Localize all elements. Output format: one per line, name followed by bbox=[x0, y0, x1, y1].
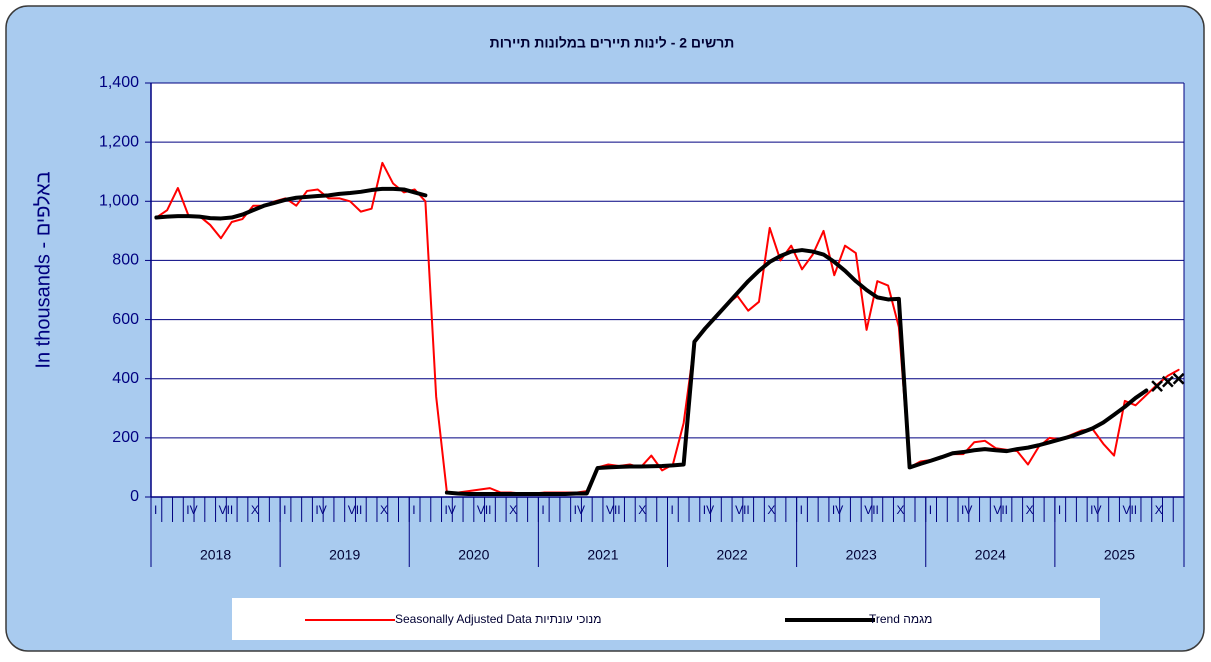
trend-marker bbox=[1172, 372, 1185, 385]
x-tick-label: X bbox=[767, 503, 775, 517]
x-tick-label: IV bbox=[315, 503, 326, 517]
year-label: 2020 bbox=[458, 547, 489, 563]
legend-label: Trend מגמה bbox=[869, 612, 932, 626]
legend-label: Seasonally Adjusted Data מנוכי עונתיות bbox=[395, 612, 601, 626]
year-label: 2022 bbox=[716, 547, 747, 563]
x-tick-label: I bbox=[1058, 503, 1061, 517]
year-label: 2019 bbox=[329, 547, 360, 563]
x-tick-label: X bbox=[638, 503, 646, 517]
y-axis-label: In thousands - באלפים bbox=[32, 171, 54, 368]
year-label: 2021 bbox=[587, 547, 618, 563]
x-tick-label: I bbox=[671, 503, 674, 517]
y-tick-label: 1,400 bbox=[99, 74, 139, 91]
x-tick-label: X bbox=[251, 503, 259, 517]
trend-marker bbox=[1151, 380, 1163, 392]
x-tick-label: X bbox=[380, 503, 388, 517]
x-tick-label: IV bbox=[574, 503, 585, 517]
y-tick-label: 600 bbox=[112, 311, 139, 328]
year-label: 2018 bbox=[200, 547, 231, 563]
x-tick-label: I bbox=[154, 503, 157, 517]
x-tick-label: I bbox=[929, 503, 932, 517]
chart-title: תרשים 2 - לינות תיירים במלונות תיירות bbox=[490, 35, 735, 51]
x-tick-label: X bbox=[509, 503, 517, 517]
trend-line bbox=[154, 186, 1149, 497]
y-tick-label: 800 bbox=[112, 252, 139, 269]
y-tick-label: 0 bbox=[130, 488, 139, 505]
y-tick-label: 1,000 bbox=[99, 193, 139, 210]
x-tick-label: IV bbox=[445, 503, 456, 517]
y-tick-label: 200 bbox=[112, 429, 139, 446]
trend-marker bbox=[1161, 375, 1174, 388]
x-tick-label: IV bbox=[186, 503, 197, 517]
y-tick-label: 400 bbox=[112, 370, 139, 387]
x-tick-label: IV bbox=[703, 503, 714, 517]
x-tick-label: X bbox=[1155, 503, 1163, 517]
year-label: 2024 bbox=[975, 547, 1006, 563]
x-tick-label: I bbox=[800, 503, 803, 517]
x-tick-label: IV bbox=[961, 503, 972, 517]
year-label: 2023 bbox=[846, 547, 877, 563]
x-tick-label: IV bbox=[832, 503, 843, 517]
x-tick-label: I bbox=[283, 503, 286, 517]
plot-area bbox=[151, 83, 1184, 497]
x-tick-label: X bbox=[1026, 503, 1034, 517]
x-tick-label: I bbox=[412, 503, 415, 517]
x-tick-label: X bbox=[896, 503, 904, 517]
y-tick-label: 1,200 bbox=[99, 133, 139, 150]
year-label: 2025 bbox=[1104, 547, 1135, 563]
x-tick-label: I bbox=[541, 503, 544, 517]
x-tick-label: IV bbox=[1090, 503, 1101, 517]
